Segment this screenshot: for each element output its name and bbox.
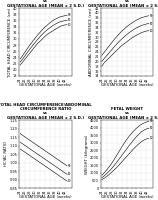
X-axis label: GESTATIONAL AGE (weeks): GESTATIONAL AGE (weeks) xyxy=(101,195,153,199)
Text: 50: 50 xyxy=(150,126,153,130)
Y-axis label: HC/AC RATIO: HC/AC RATIO xyxy=(4,142,8,166)
Text: 10: 10 xyxy=(150,29,153,33)
Y-axis label: ABDOMINAL CIRCUMFERENCE (cm): ABDOMINAL CIRCUMFERENCE (cm) xyxy=(89,8,93,76)
X-axis label: GESTATIONAL AGE (weeks): GESTATIONAL AGE (weeks) xyxy=(19,83,72,87)
Text: 90: 90 xyxy=(150,14,153,18)
Text: 10: 10 xyxy=(68,23,71,27)
Text: 50: 50 xyxy=(68,18,71,22)
Title: FETAL WEIGHT
vs
GESTATIONAL AGE (MEAN ± 2 S.D.): FETAL WEIGHT vs GESTATIONAL AGE (MEAN ± … xyxy=(88,107,158,120)
Title: TOTAL HEAD CIRCUMFERENCE
vs
GESTATIONAL AGE (MEAN ± 2 S.D.): TOTAL HEAD CIRCUMFERENCE vs GESTATIONAL … xyxy=(7,0,84,8)
Title: FETAL ABDOMINAL CIRCUMFERENCE
vs
GESTATIONAL AGE (MEAN ± 2 S.D.): FETAL ABDOMINAL CIRCUMFERENCE vs GESTATI… xyxy=(87,0,158,8)
X-axis label: GESTATIONAL AGE (weeks): GESTATIONAL AGE (weeks) xyxy=(19,195,72,199)
Text: 90: 90 xyxy=(68,13,71,17)
Text: 50: 50 xyxy=(68,172,71,176)
X-axis label: GESTATIONAL AGE (weeks): GESTATIONAL AGE (weeks) xyxy=(101,83,153,87)
Title: TOTAL HEAD CIRCUMFERENCE/ABDOMINAL
CIRCUMFERENCE RATIO
vs
GESTATIONAL AGE (MEAN : TOTAL HEAD CIRCUMFERENCE/ABDOMINAL CIRCU… xyxy=(0,103,92,120)
Y-axis label: WEIGHT (kilograms): WEIGHT (kilograms) xyxy=(85,134,89,174)
Y-axis label: TOTAL HEAD CIRCUMFERENCE (cm): TOTAL HEAD CIRCUMFERENCE (cm) xyxy=(8,7,12,77)
Text: 90: 90 xyxy=(68,164,71,168)
Text: 10: 10 xyxy=(150,136,153,140)
Text: 50: 50 xyxy=(150,22,153,26)
Text: 10: 10 xyxy=(68,179,71,183)
Text: 90: 90 xyxy=(150,119,153,123)
